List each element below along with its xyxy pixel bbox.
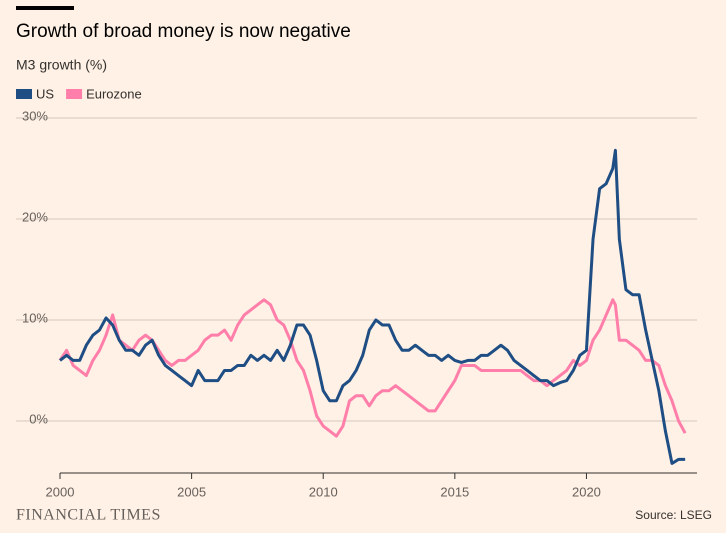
x-tick-label: 2015 <box>440 484 469 499</box>
legend-label: Eurozone <box>86 86 142 101</box>
y-tick-label: 10% <box>22 310 48 325</box>
brand-bar <box>16 6 74 10</box>
legend-swatch <box>16 89 32 99</box>
series-line <box>58 298 687 438</box>
source: Source: LSEG <box>635 508 712 522</box>
chart-title: Growth of broad money is now negative <box>16 21 351 42</box>
y-tick-label: 30% <box>22 108 48 123</box>
legend-label: US <box>36 86 54 101</box>
x-tick-label: 2000 <box>46 484 75 499</box>
y-tick-label: 20% <box>22 209 48 224</box>
x-tick-label: 2005 <box>177 484 206 499</box>
logo: FINANCIAL TIMES <box>16 507 161 524</box>
x-tick-label: 2020 <box>572 484 601 499</box>
chart-subtitle: M3 growth (%) <box>16 57 107 73</box>
y-tick-label: 0% <box>29 411 48 426</box>
x-tick-label: 2010 <box>309 484 338 499</box>
legend-swatch <box>66 89 83 99</box>
series-line <box>59 148 686 465</box>
